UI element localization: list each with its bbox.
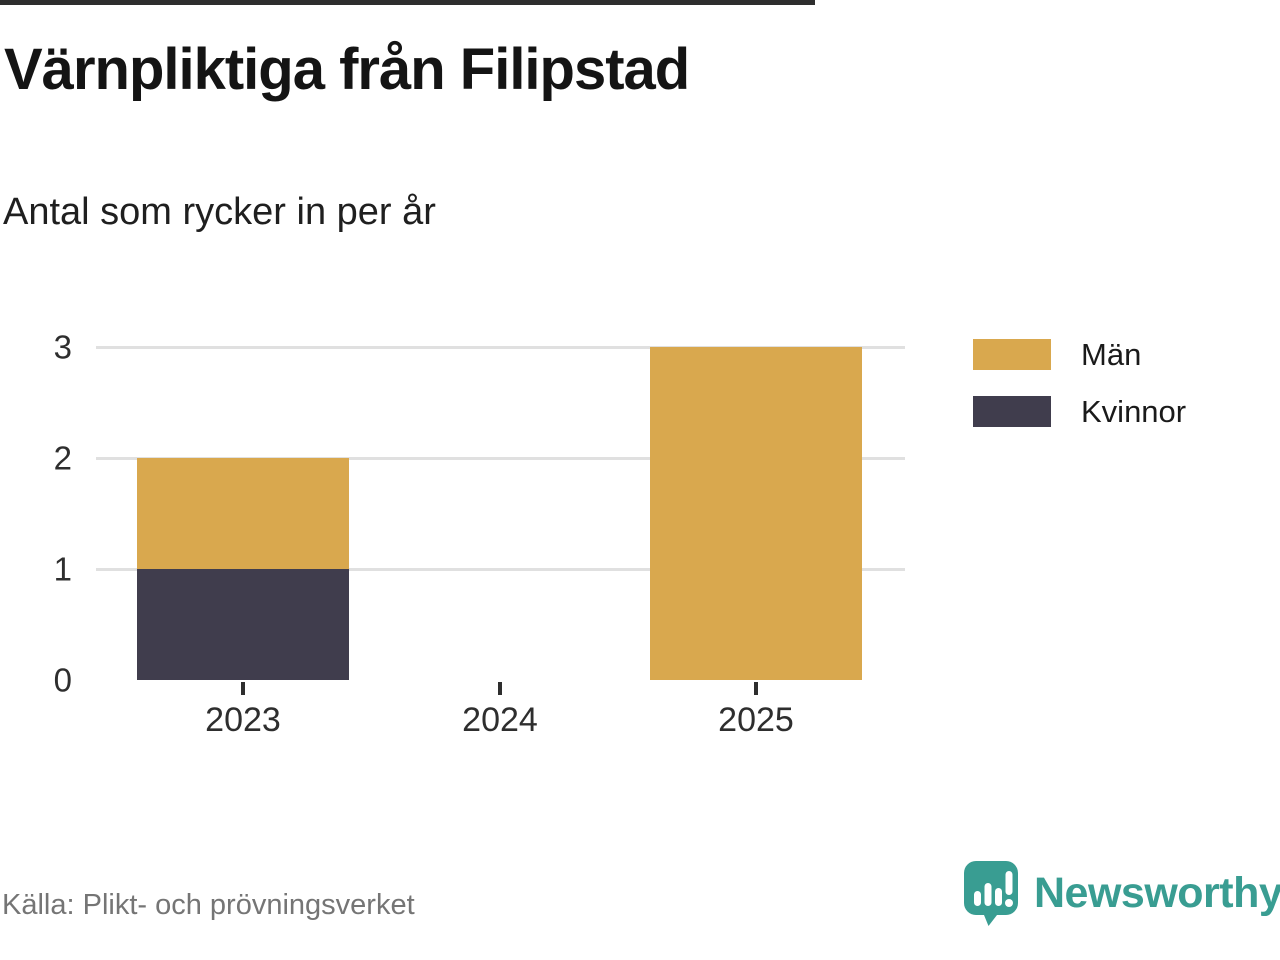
legend-label-män: Män <box>1081 337 1142 372</box>
legend-swatch-kvinnor <box>973 396 1051 427</box>
plot-area: 0 1 2 3 2023 2024 2025 <box>0 0 905 737</box>
legend-label-kvinnor: Kvinnor <box>1081 394 1187 429</box>
chart-subtitle: Antal som rycker in per år <box>3 191 436 233</box>
chart-title: Värnpliktiga från Filipstad <box>4 37 690 102</box>
y-axis-tick-label: 2 <box>53 439 72 477</box>
bar-segment-män <box>650 347 862 680</box>
legend-swatch-män <box>973 339 1051 370</box>
x-axis-tick <box>754 682 758 695</box>
newsworthy-logo-icon <box>962 859 1020 927</box>
gridline <box>96 346 905 349</box>
x-axis-tick <box>241 682 245 695</box>
x-axis-tick-label: 2023 <box>205 701 281 739</box>
x-axis-tick <box>498 682 502 695</box>
source-note: Källa: Plikt- och prövningsverket <box>2 889 415 921</box>
bar-segment-män <box>137 458 349 569</box>
x-axis-line <box>0 0 815 5</box>
brand-lockup: Newsworthy <box>962 858 1280 928</box>
y-axis-tick-label: 3 <box>53 328 72 366</box>
bar-segment-kvinnor <box>137 569 349 680</box>
y-axis-tick-label: 1 <box>53 550 72 588</box>
y-axis-tick-label: 0 <box>53 661 72 699</box>
x-axis-tick-label: 2024 <box>462 701 538 739</box>
gridline <box>96 568 905 571</box>
x-axis-tick-label: 2025 <box>718 701 794 739</box>
gridline <box>96 457 905 460</box>
brand-name: Newsworthy <box>1034 868 1280 917</box>
